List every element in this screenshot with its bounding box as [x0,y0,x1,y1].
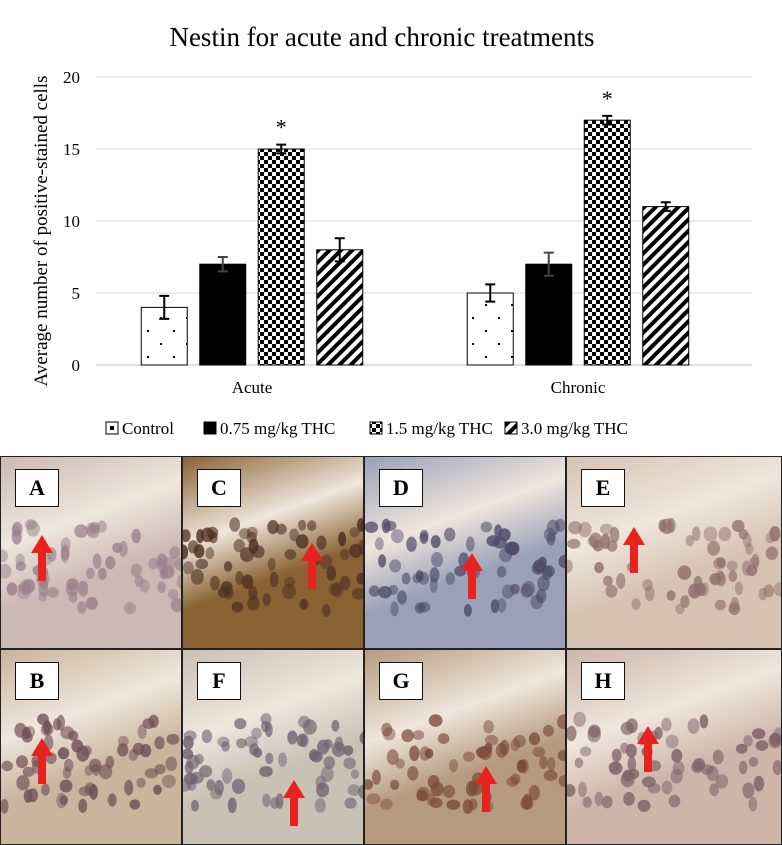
legend: Control 0.75 mg/kg THC 1.5 mg/kg THC 3.0 mg… [105,419,628,438]
error-bar [159,294,170,320]
panel-label: G [379,662,423,700]
y-tick-label: 5 [72,284,81,303]
stained-cells [1,519,181,615]
stained-cells [183,517,363,617]
legend-label: 0.75 mg/kg THC [220,419,335,438]
bars: ** [140,86,690,366]
x-category-label: Acute [232,378,273,397]
error-bar [543,251,554,277]
bar-solid-acute [199,263,247,366]
legend-label: 3.0 mg/kg THC [521,419,628,438]
micrograph-panel-c: C [182,456,364,649]
bar-dots-chronic [466,292,514,366]
legend-label: Control [122,419,174,438]
stained-cells [365,714,565,814]
stained-cells [365,518,565,617]
histology-panels: A C D E B F G H [0,456,782,845]
error-bar [602,114,613,126]
error-bar [660,201,671,212]
micrograph-panel-a: A [0,456,182,649]
bar-diagonal-chronic [642,206,690,366]
micrograph-panel-h: H [566,649,782,845]
bar-diagonal-acute [316,249,364,366]
error-bar [334,237,345,263]
error-bar [485,283,496,303]
red-arrow-icon [461,553,483,599]
x-category-label: Chronic [551,378,606,397]
legend-swatch [203,421,217,435]
legend-swatch [504,421,518,435]
bar-checker-chronic [583,119,631,366]
panel-label: E [581,469,625,507]
error-bar [217,256,228,273]
legend-swatch-dot [110,426,114,430]
y-tick-label: 10 [63,212,80,231]
y-tick-labels: 0 5 10 15 20 [63,68,80,375]
y-axis-label: Average number of positive-stained cells [31,76,52,387]
micrograph-panel-d: D [364,456,566,649]
micrograph-panel-f: F [182,649,364,845]
panel-label: H [581,662,625,700]
error-bar [276,143,287,155]
y-tick-label: 0 [72,356,81,375]
red-arrow-icon [31,738,53,784]
chart-area: Nestin for acute and chronic treatments … [31,22,752,438]
nestin-bar-chart: Nestin for acute and chronic treatments … [31,22,752,438]
stained-cells [567,517,781,615]
micrograph-panel-e: E [566,456,782,649]
panel-label: D [379,469,423,507]
y-tick-label: 15 [63,140,80,159]
legend-swatch [369,421,383,435]
red-arrow-icon [283,780,305,826]
bar-solid-chronic [525,263,573,366]
red-arrow-icon [475,766,497,812]
stained-cells [567,711,781,812]
significance-marker: * [602,86,613,111]
panel-label: A [15,469,59,507]
red-arrow-icon [31,535,53,581]
x-category-labels: Acute Chronic [232,378,606,397]
red-arrow-icon [301,543,323,589]
y-tick-label: 20 [63,68,80,87]
bar-checker-acute [257,148,305,366]
stained-cells [1,713,180,814]
panel-label: B [15,662,59,700]
legend-label: 1.5 mg/kg THC [386,419,493,438]
panel-label: C [197,469,241,507]
panel-label: F [197,662,241,700]
significance-marker: * [276,115,287,140]
red-arrow-icon [637,726,659,772]
micrograph-panel-g: G [364,649,566,845]
red-arrow-icon [623,527,645,573]
micrograph-panel-b: B [0,649,182,845]
stained-cells [183,713,363,814]
chart-title: Nestin for acute and chronic treatments [169,22,594,52]
